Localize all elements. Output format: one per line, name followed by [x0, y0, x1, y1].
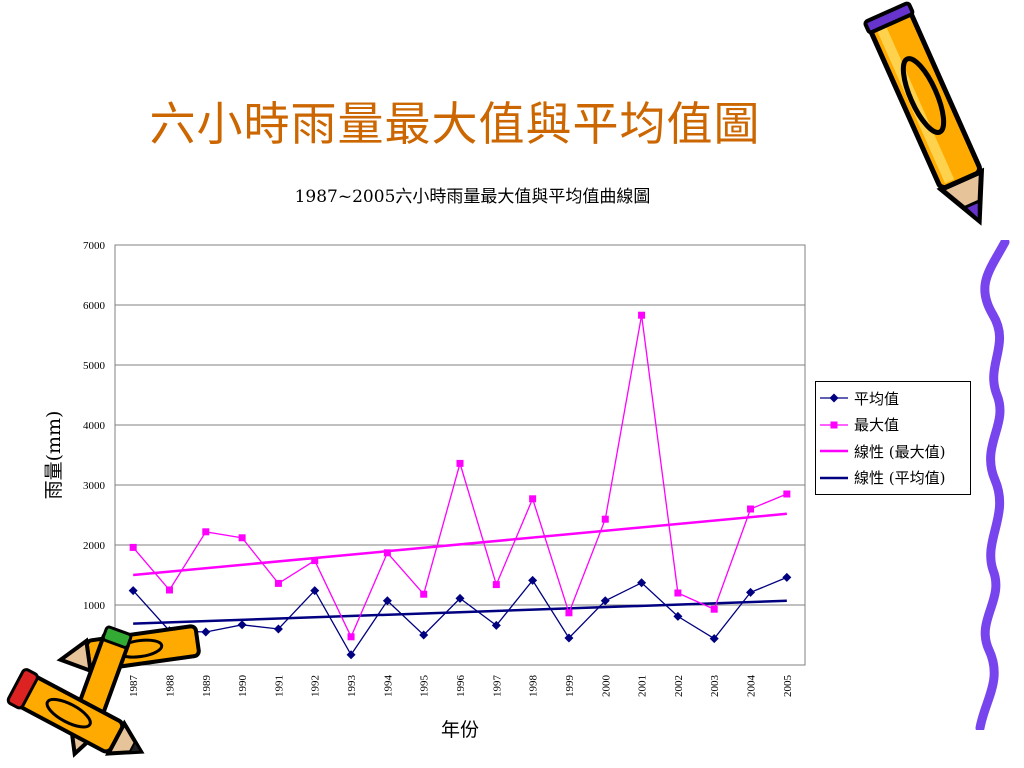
- x-tick-label: 1990: [237, 675, 249, 698]
- data-point: [747, 505, 755, 513]
- data-point: [311, 557, 319, 565]
- x-tick-label: 1991: [273, 675, 285, 697]
- x-tick-label: 1988: [164, 675, 176, 698]
- data-point: [201, 627, 211, 637]
- legend-label: 線性 (最大值): [854, 442, 946, 461]
- pencil-clipart-bottom-left: [6, 624, 201, 758]
- x-tick-label: 1992: [310, 675, 322, 697]
- y-tick-label: 4000: [83, 420, 106, 432]
- data-point: [129, 543, 137, 551]
- data-point: [674, 589, 682, 597]
- data-point: [601, 515, 609, 523]
- y-tick-label: 1000: [83, 600, 106, 612]
- trendlines: [133, 512, 787, 625]
- slide-title: 六小時雨量最大值與平均值圖: [149, 97, 761, 151]
- legend-key-icon: [820, 476, 848, 479]
- y-axis-title: 雨量(mm): [43, 411, 65, 500]
- x-tick-label: 2000: [600, 675, 612, 698]
- x-tick-label: 1993: [346, 675, 358, 698]
- legend-label: 平均值: [854, 389, 900, 408]
- data-point: [746, 587, 756, 597]
- data-point: [310, 586, 320, 596]
- data-point: [709, 634, 719, 644]
- data-point: [202, 528, 210, 536]
- x-tick-label: 1999: [564, 675, 576, 698]
- data-point: [455, 593, 465, 603]
- data-point: [382, 596, 392, 606]
- x-tick-label: 1996: [455, 675, 467, 698]
- x-tick-label: 1989: [201, 675, 213, 698]
- data-point: [165, 586, 173, 594]
- series: [128, 311, 792, 660]
- trendline: [133, 512, 787, 577]
- x-axis-ticks: 1987 1988 1989 1990 1991 1992 1993 1994 1995 1996…: [128, 675, 794, 698]
- y-tick-label: 3000: [83, 480, 106, 492]
- x-tick-label: 1994: [382, 675, 394, 698]
- data-point: [383, 549, 391, 557]
- data-point: [274, 579, 282, 587]
- chart-title: 1987~2005六小時雨量最大值與平均值曲線圖: [294, 187, 651, 207]
- x-tick-label: 2003: [709, 675, 721, 698]
- data-point: [347, 633, 355, 641]
- y-tick-label: 6000: [83, 300, 106, 312]
- data-point: [783, 490, 791, 498]
- legend-item: 最大值: [820, 412, 966, 439]
- data-point: [492, 581, 500, 589]
- pencil-clipart-top-right: [863, 1, 985, 226]
- data-point: [238, 534, 246, 542]
- data-point: [782, 572, 792, 582]
- y-tick-label: 7000: [83, 240, 106, 252]
- x-tick-label: 2005: [782, 675, 794, 698]
- legend-label: 線性 (平均值): [854, 469, 946, 488]
- data-point: [710, 605, 718, 613]
- x-tick-label: 1987: [128, 675, 140, 698]
- legend-key-icon: [820, 450, 848, 453]
- x-tick-label: 1995: [419, 675, 431, 698]
- legend-item: 平均值: [820, 385, 966, 412]
- data-point: [565, 609, 573, 617]
- data-point: [128, 586, 138, 596]
- data-point: [529, 495, 537, 503]
- x-axis-title: 年份: [441, 719, 479, 741]
- wavy-border-decoration: [975, 240, 1010, 730]
- data-point: [637, 578, 647, 588]
- legend-key-icon: [820, 421, 848, 429]
- data-point: [273, 624, 283, 634]
- legend: 平均值最大值線性 (最大值) 線性 (平均值): [815, 381, 971, 495]
- x-tick-label: 2002: [673, 675, 685, 697]
- data-point: [673, 611, 683, 621]
- y-tick-label: 2000: [83, 540, 106, 552]
- data-point: [420, 590, 428, 598]
- trendline: [133, 599, 787, 625]
- legend-item: 線性 (最大值): [820, 438, 966, 465]
- data-point: [237, 620, 247, 630]
- data-point: [600, 596, 610, 606]
- data-point: [528, 575, 538, 585]
- data-point: [456, 459, 464, 467]
- x-tick-label: 1997: [491, 675, 503, 698]
- legend-key-icon: [820, 393, 848, 403]
- legend-label: 最大值: [854, 416, 900, 435]
- x-tick-label: 2001: [637, 675, 649, 697]
- x-tick-label: 2004: [746, 675, 758, 698]
- data-point: [419, 630, 429, 640]
- x-tick-label: 1998: [528, 675, 540, 698]
- y-axis-ticks: 1000 2000 3000 4000 5000 6000 7000: [83, 240, 106, 612]
- data-point: [638, 311, 646, 319]
- data-point: [564, 633, 574, 643]
- data-point: [491, 620, 501, 630]
- legend-item: 線性 (平均值): [820, 465, 966, 492]
- y-tick-label: 5000: [83, 360, 106, 372]
- data-point: [346, 650, 356, 660]
